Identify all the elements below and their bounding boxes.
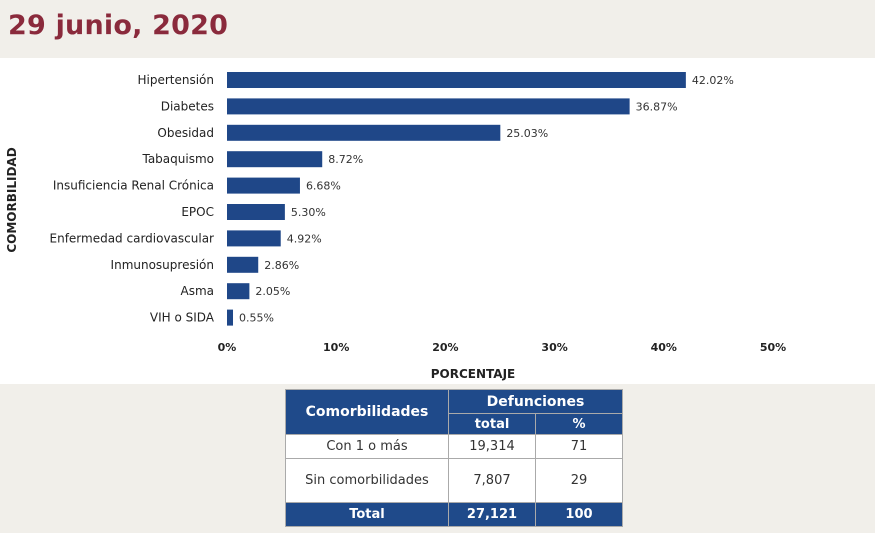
comorbidity-table: Comorbilidades Defunciones total % Con 1… [285,389,623,527]
category-label: VIH o SIDA [150,311,215,325]
bar [227,256,259,273]
value-label: 8.72% [328,153,363,166]
value-label: 2.05% [255,285,290,298]
bar-chart: COMORBILIDAD PORCENTAJE Hipertensión 42.0… [5,72,786,381]
bar [227,124,501,141]
category-label: Obesidad [157,126,214,140]
bar [227,204,285,220]
bar [227,230,281,247]
x-tick-label: 50% [760,341,786,354]
bar [227,177,300,194]
x-tick-label: 0% [218,341,237,354]
header-defunciones: Defunciones [448,389,623,414]
row-pct: 71 [535,434,623,459]
bar [227,309,234,326]
bar [227,72,686,88]
header-total: total [448,413,536,435]
table-total-row: Total 27,121 100 [285,502,623,527]
row-label: Sin comorbilidades [285,458,449,503]
table-row: Sin comorbilidades 7,807 29 [285,458,623,503]
y-axis-label: COMORBILIDAD [5,147,19,252]
row-total: 19,314 [448,434,536,459]
x-tick-label: 20% [432,341,458,354]
category-label: Hipertensión [137,73,214,87]
category-label: Diabetes [161,99,214,113]
category-label: Insuficiencia Renal Crónica [53,179,214,193]
value-label: 2.86% [264,259,299,272]
category-label: Asma [180,284,214,298]
value-label: 42.02% [692,74,734,87]
value-label: 36.87% [636,100,678,113]
x-tick-label: 10% [323,341,349,354]
total-label: Total [285,502,449,527]
x-tick-label: 30% [541,341,567,354]
category-label: EPOC [181,205,214,219]
x-tick-label: 40% [651,341,677,354]
value-label: 0.55% [239,312,274,325]
category-label: Inmunosupresión [111,258,214,272]
header-comorbilidades: Comorbilidades [285,389,449,435]
total-pct: 100 [535,502,623,527]
total-value: 27,121 [448,502,536,527]
value-label: 25.03% [506,127,548,140]
bar [227,98,630,115]
category-label: Tabaquismo [141,152,214,166]
header-pct: % [535,413,623,435]
x-axis-label: PORCENTAJE [431,367,516,381]
value-label: 5.30% [291,206,326,219]
value-label: 6.68% [306,180,341,193]
bar [227,151,323,168]
row-pct: 29 [535,458,623,503]
chart-panel: COMORBILIDAD PORCENTAJE Hipertensión 42.0… [0,58,875,384]
row-total: 7,807 [448,458,536,503]
page-title: 29 junio, 2020 [8,10,229,41]
value-label: 4.92% [287,232,322,245]
category-label: Enfermedad cardiovascular [50,231,215,245]
bar [227,283,250,300]
table-row: Con 1 o más 19,314 71 [285,434,623,459]
row-label: Con 1 o más [285,434,449,459]
